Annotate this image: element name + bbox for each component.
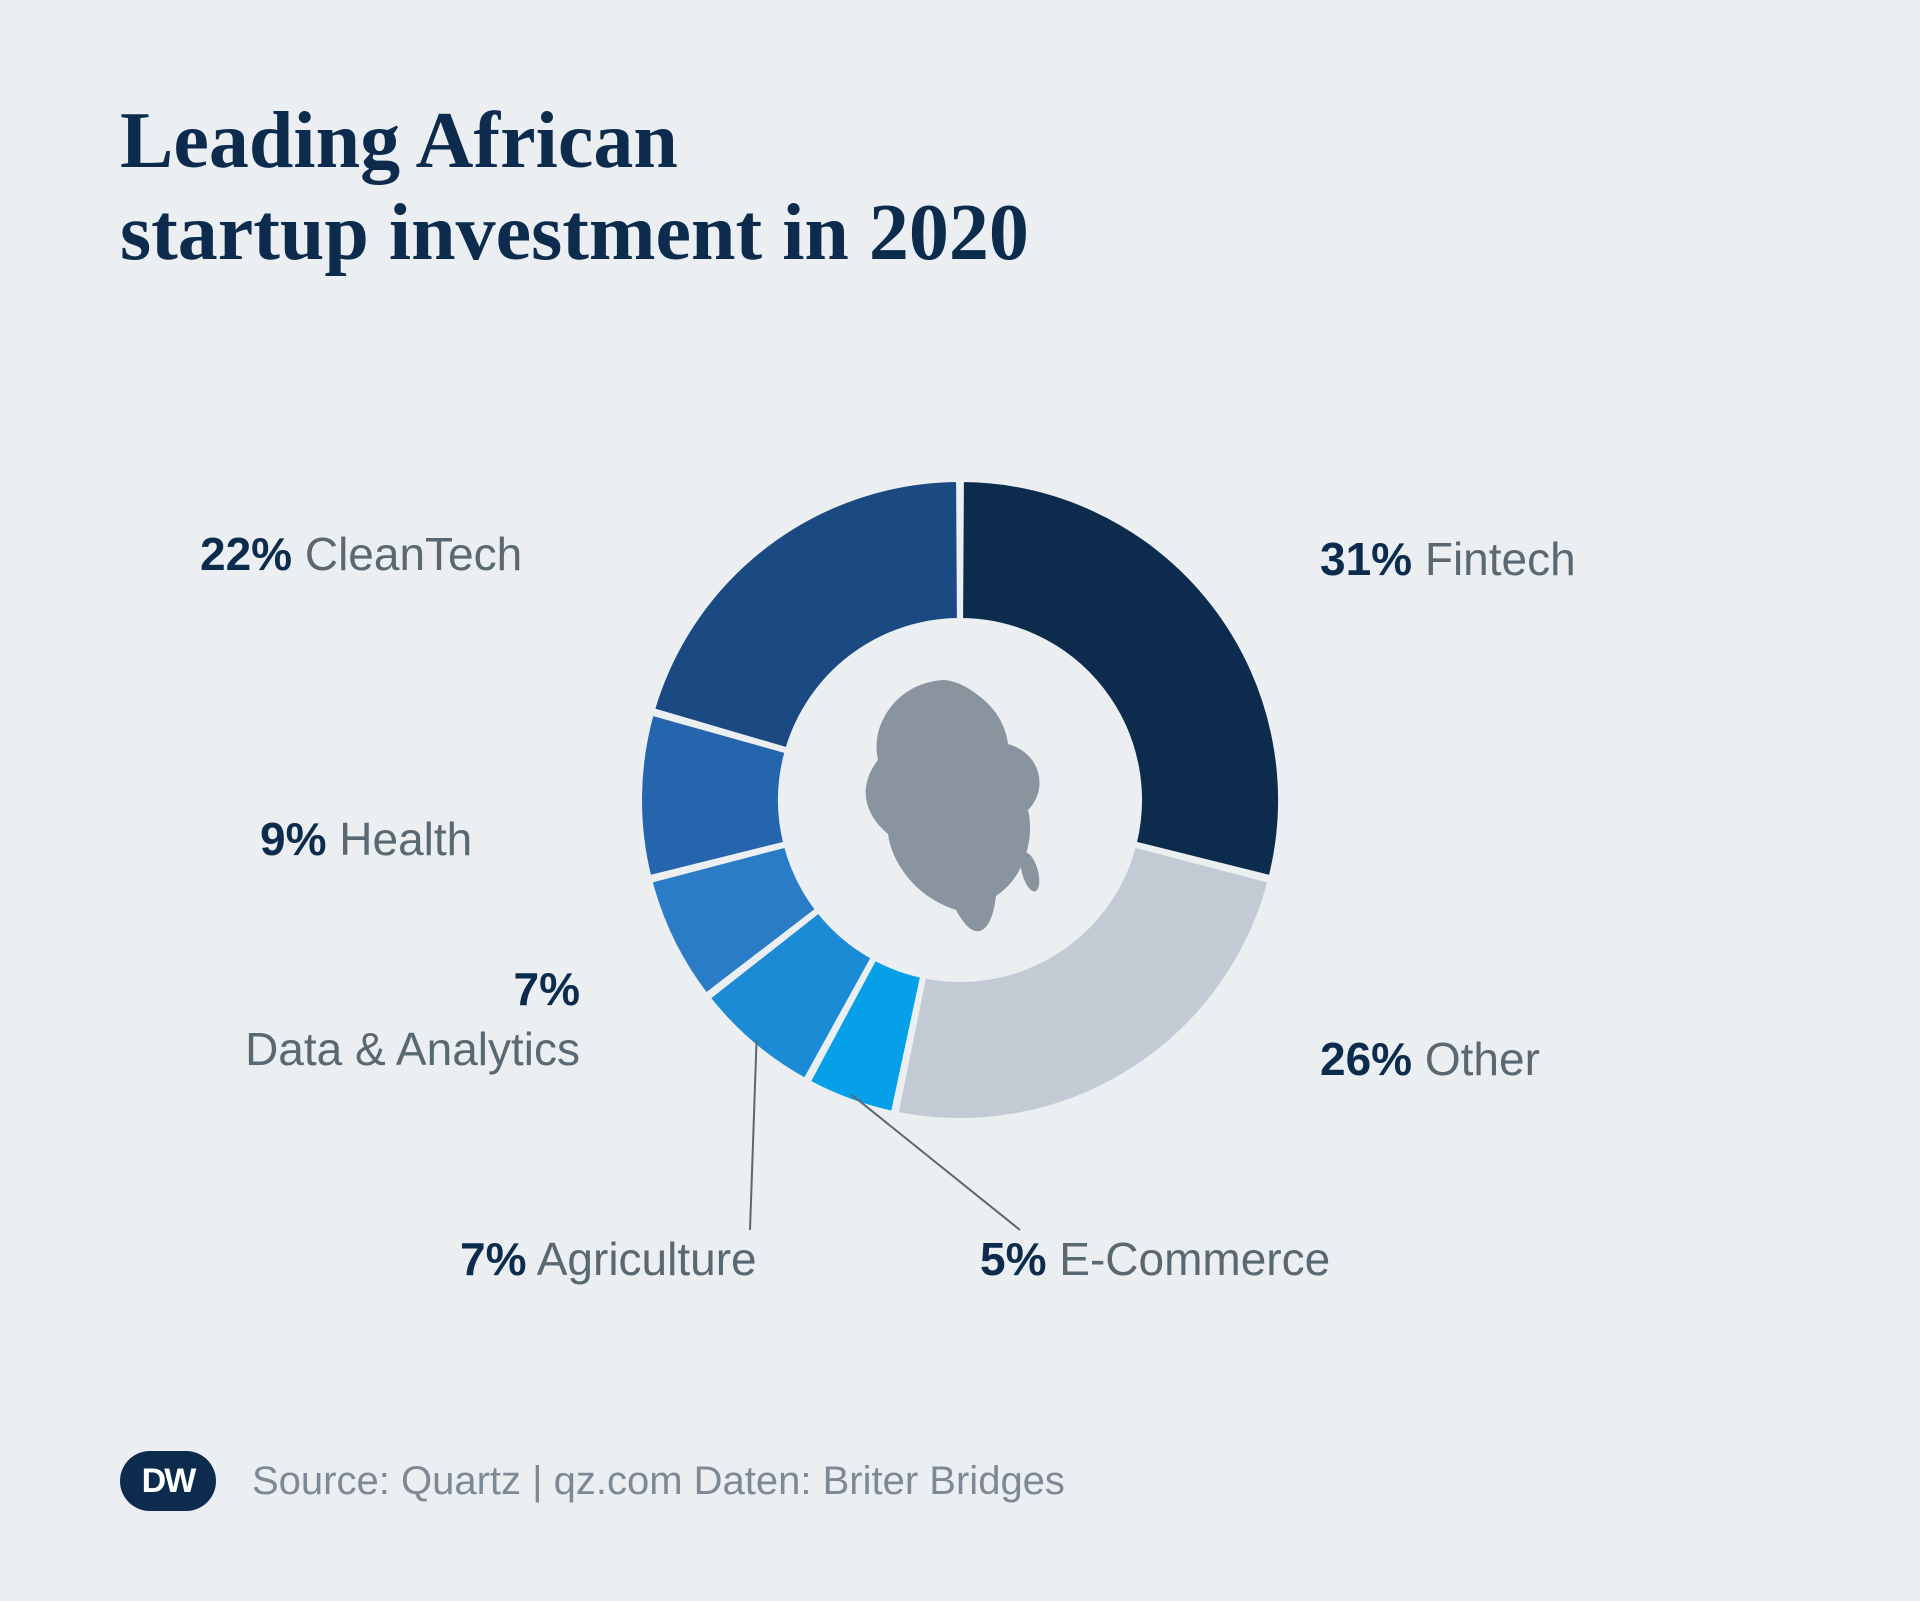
name-health: Health <box>339 813 472 865</box>
label-cleantech: 22% CleanTech <box>200 525 522 585</box>
footer: DW Source: Quartz | qz.com Daten: Briter… <box>120 1451 1065 1511</box>
africa-icon <box>866 680 1043 931</box>
pct-data: 7% <box>514 963 580 1015</box>
title-line-2: startup investment in 2020 <box>120 189 1029 277</box>
label-agriculture: 7% Agriculture <box>460 1230 757 1290</box>
name-cleantech: CleanTech <box>305 528 522 580</box>
dw-logo: DW <box>120 1451 216 1511</box>
pct-cleantech: 22% <box>200 528 292 580</box>
label-health: 9% Health <box>260 810 472 870</box>
name-ecommerce: E-Commerce <box>1059 1233 1330 1285</box>
pct-agriculture: 7% <box>460 1233 526 1285</box>
name-fintech: Fintech <box>1425 533 1576 585</box>
dw-logo-text: DW <box>142 1462 195 1501</box>
donut-svg <box>480 320 1440 1280</box>
donut-chart <box>480 320 1440 1280</box>
pct-health: 9% <box>260 813 326 865</box>
pct-fintech: 31% <box>1320 533 1412 585</box>
pct-other: 26% <box>1320 1033 1412 1085</box>
label-data: 7% Data & Analytics <box>140 960 580 1080</box>
label-ecommerce: 5% E-Commerce <box>980 1230 1330 1290</box>
name-other: Other <box>1425 1033 1540 1085</box>
leader-line <box>750 1039 757 1230</box>
name-agriculture: Agriculture <box>537 1233 757 1285</box>
chart-title: Leading African startup investment in 20… <box>120 95 1029 279</box>
source-text: Source: Quartz | qz.com Daten: Briter Br… <box>252 1459 1065 1504</box>
infographic-container: Leading African startup investment in 20… <box>0 0 1920 1601</box>
pct-ecommerce: 5% <box>980 1233 1046 1285</box>
africa-silhouette <box>866 680 1040 931</box>
label-fintech: 31% Fintech <box>1320 530 1576 590</box>
label-other: 26% Other <box>1320 1030 1540 1090</box>
name-data: Data & Analytics <box>245 1023 580 1075</box>
title-line-1: Leading African <box>120 97 678 185</box>
